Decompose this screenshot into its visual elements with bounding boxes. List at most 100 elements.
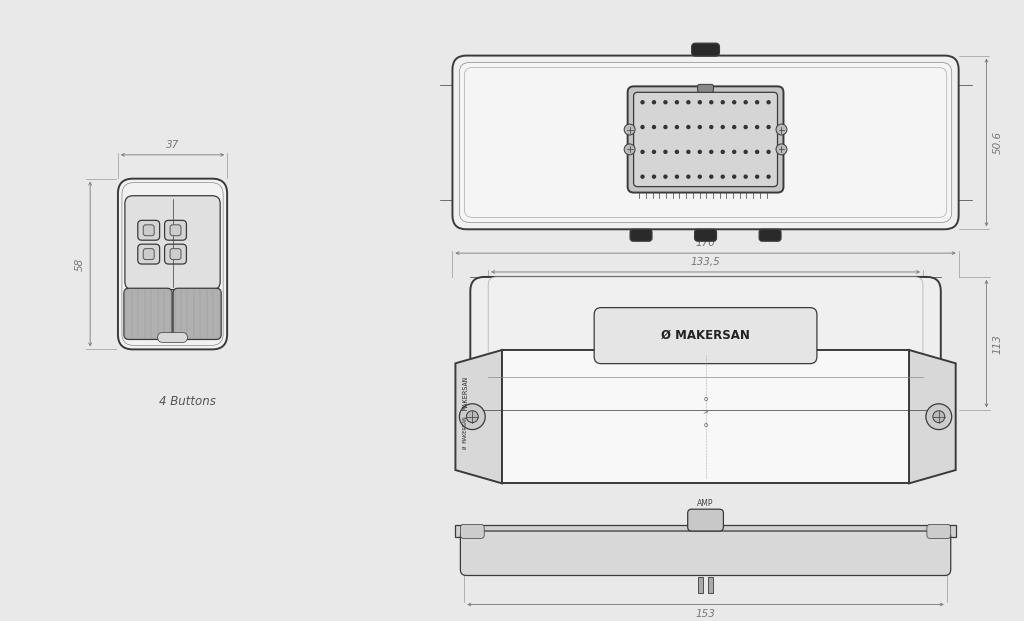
Circle shape [926,404,951,430]
Circle shape [676,150,678,153]
Circle shape [767,125,770,129]
Polygon shape [456,350,502,483]
Text: Ø MAKERSAN: Ø MAKERSAN [662,329,750,342]
Circle shape [744,125,748,129]
FancyBboxPatch shape [628,86,783,193]
Circle shape [652,150,655,153]
Circle shape [676,175,678,178]
FancyBboxPatch shape [460,63,951,222]
Text: 58: 58 [75,257,85,271]
Circle shape [767,175,770,178]
Circle shape [676,125,678,129]
FancyBboxPatch shape [453,56,958,229]
Circle shape [756,125,759,129]
Circle shape [687,101,690,104]
FancyBboxPatch shape [125,196,220,289]
Text: 133,5: 133,5 [690,257,721,267]
Bar [502,350,909,483]
Circle shape [710,175,713,178]
Circle shape [698,150,701,153]
Circle shape [744,175,748,178]
Circle shape [460,404,485,430]
Circle shape [652,175,655,178]
Circle shape [664,175,667,178]
Circle shape [733,125,735,129]
Circle shape [776,124,786,135]
Text: 4 Buttons: 4 Buttons [159,394,216,407]
Circle shape [687,150,690,153]
Text: MAKERSAN: MAKERSAN [463,376,468,410]
FancyBboxPatch shape [138,220,160,240]
FancyBboxPatch shape [927,525,950,538]
FancyBboxPatch shape [470,277,941,410]
Circle shape [756,101,759,104]
FancyBboxPatch shape [173,288,221,340]
Circle shape [676,101,678,104]
Text: 170: 170 [695,238,716,248]
Text: o: o [703,422,708,428]
FancyBboxPatch shape [165,244,186,264]
Text: AMP: AMP [697,499,714,508]
Circle shape [710,150,713,153]
FancyBboxPatch shape [118,179,227,350]
FancyBboxPatch shape [461,531,950,576]
Circle shape [641,150,644,153]
FancyBboxPatch shape [634,93,777,186]
Circle shape [698,175,701,178]
Text: Ø MAKERSAN: Ø MAKERSAN [463,417,468,449]
FancyBboxPatch shape [688,509,723,531]
FancyBboxPatch shape [143,225,155,236]
FancyBboxPatch shape [165,220,186,240]
Bar [698,577,703,592]
Text: 153: 153 [695,609,716,619]
Circle shape [625,124,635,135]
Text: 113: 113 [992,333,1002,353]
Circle shape [744,150,748,153]
FancyBboxPatch shape [170,225,181,236]
Circle shape [776,144,786,155]
Circle shape [698,101,701,104]
Circle shape [933,410,945,423]
Circle shape [721,175,724,178]
Circle shape [652,125,655,129]
Circle shape [733,175,735,178]
Circle shape [733,150,735,153]
Circle shape [767,150,770,153]
Circle shape [641,175,644,178]
FancyBboxPatch shape [594,307,817,364]
Circle shape [664,101,667,104]
Circle shape [466,410,478,423]
Circle shape [652,101,655,104]
Circle shape [767,101,770,104]
Circle shape [756,150,759,153]
Circle shape [721,101,724,104]
Circle shape [744,101,748,104]
FancyBboxPatch shape [143,248,155,260]
Polygon shape [909,350,955,483]
FancyBboxPatch shape [461,525,484,538]
FancyBboxPatch shape [488,277,923,377]
Text: >: > [702,409,709,415]
FancyBboxPatch shape [170,248,181,260]
Circle shape [664,150,667,153]
FancyBboxPatch shape [630,229,652,241]
FancyBboxPatch shape [691,43,720,56]
Bar [708,577,713,592]
Text: 37: 37 [166,140,179,150]
FancyBboxPatch shape [138,244,160,264]
Circle shape [687,125,690,129]
Circle shape [641,125,644,129]
Circle shape [664,125,667,129]
Circle shape [710,125,713,129]
Circle shape [721,125,724,129]
Circle shape [641,101,644,104]
Circle shape [687,175,690,178]
Text: 50.6: 50.6 [992,131,1002,154]
Circle shape [698,125,701,129]
Circle shape [710,101,713,104]
FancyBboxPatch shape [759,229,781,241]
Circle shape [733,101,735,104]
FancyBboxPatch shape [694,229,717,241]
Circle shape [721,150,724,153]
Circle shape [625,144,635,155]
